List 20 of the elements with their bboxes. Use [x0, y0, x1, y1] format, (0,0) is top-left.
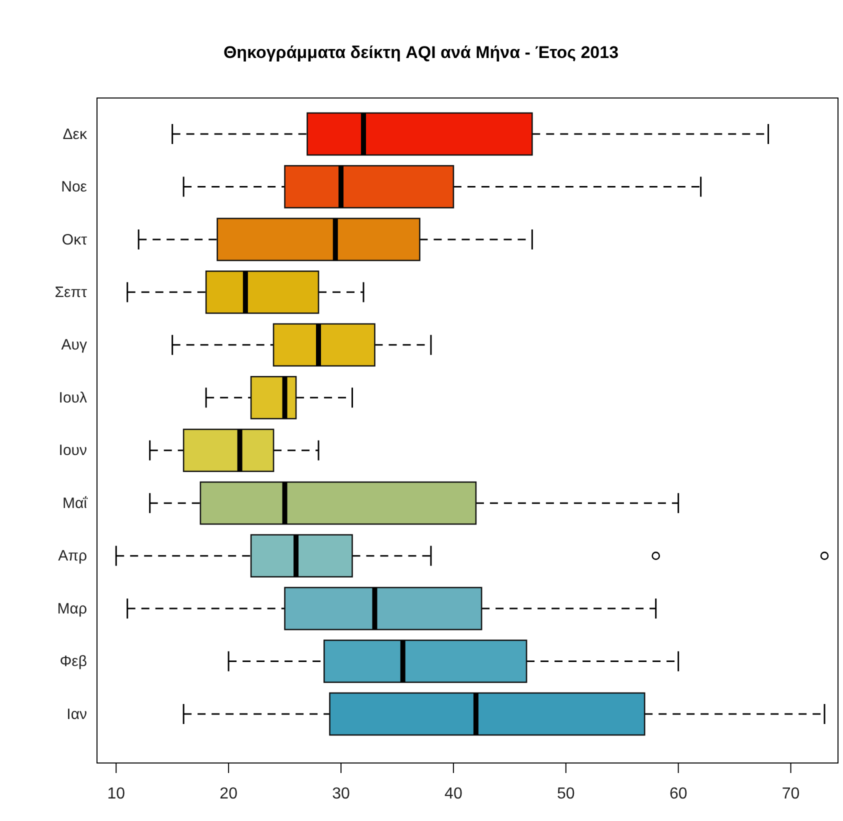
y-tick-label: Αυγ: [61, 336, 88, 354]
y-tick-label: Μαρ: [57, 600, 87, 618]
y-tick-label: Νοε: [61, 178, 88, 196]
y-tick-label: Φεβ: [60, 653, 88, 670]
y-tick-label: Οκτ: [62, 231, 88, 248]
y-tick-label: Απρ: [58, 548, 87, 565]
x-tick-label: 40: [444, 785, 462, 802]
y-tick-label: Σεπτ: [54, 284, 88, 301]
y-tick-label: Ιουλ: [58, 389, 88, 406]
y-tick-label: Δεκ: [62, 126, 88, 143]
chart-title: Θηκογράμματα δείκτη AQI ανά Μήνα - Έτος 2013: [223, 43, 619, 62]
x-tick-label: 70: [782, 785, 800, 802]
y-tick-label: Ιουν: [58, 442, 87, 460]
x-tick-label: 30: [332, 785, 350, 802]
x-tick-label: 50: [556, 785, 575, 802]
x-tick-label: 20: [220, 785, 238, 802]
y-tick-label: Μαΐ: [62, 494, 88, 512]
x-tick-label: 60: [669, 785, 688, 802]
x-tick-label: 10: [107, 785, 126, 802]
y-tick-label: Ιαν: [66, 706, 87, 723]
